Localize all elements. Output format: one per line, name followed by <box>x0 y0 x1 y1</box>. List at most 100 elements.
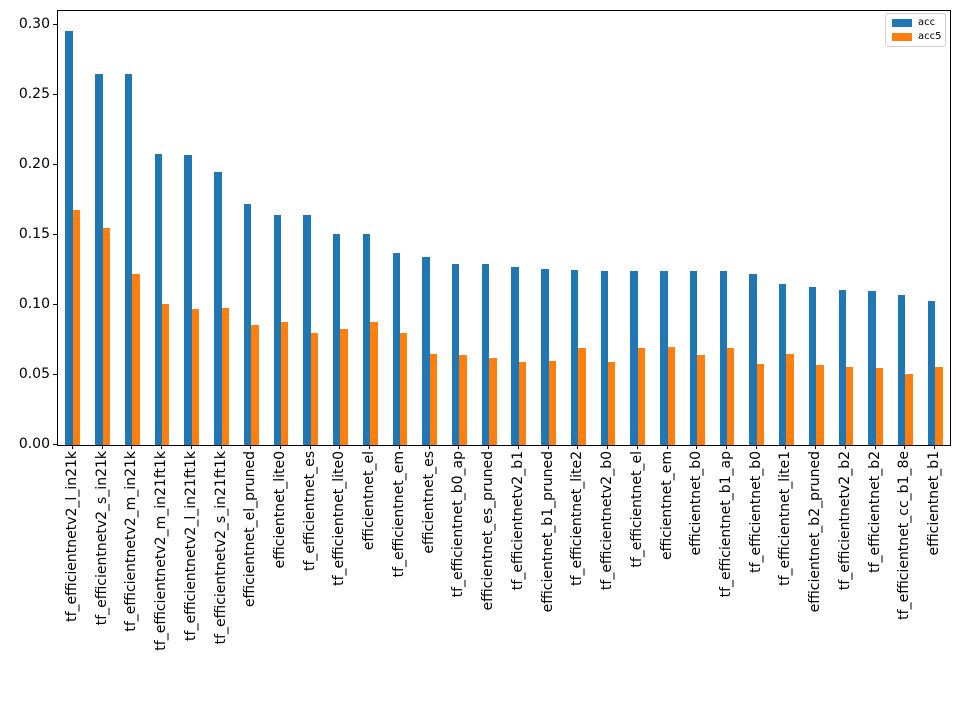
x-tick-mark <box>785 445 787 449</box>
bar-acc5-efficientnet_es_pruned <box>489 358 497 445</box>
bar-acc-tf_efficientnet_b0_ap <box>452 264 460 445</box>
bar-acc5-efficientnet_b1 <box>935 366 943 445</box>
legend: acc acc5 <box>885 13 946 47</box>
bar-acc-tf_efficientnetv2_m_in21k <box>124 74 133 445</box>
x-tick-mark <box>934 445 936 449</box>
bar-acc5-efficientnet_b0 <box>697 355 705 445</box>
legend-label: acc <box>918 17 936 28</box>
x-tick-mark <box>755 445 757 449</box>
bar-acc-efficientnet_b2_pruned <box>808 286 817 445</box>
bar-acc-tf_efficientnet_el <box>630 271 638 445</box>
x-tick-mark <box>726 445 727 449</box>
x-tick-label: tf_efficientnet_b0_ap <box>450 451 467 598</box>
x-tick-mark <box>517 445 519 449</box>
bar-acc5-tf_efficientnet_lite0 <box>340 328 348 445</box>
y-tick-mark <box>53 444 57 445</box>
bar-acc5-efficientnet_b1_pruned <box>548 361 556 445</box>
x-tick-label: tf_efficientnet_lite2 <box>569 451 586 586</box>
bar-acc-tf_efficientnet_em <box>392 253 400 445</box>
y-tick-label: 0.00 <box>18 436 50 452</box>
y-tick-label: 0.10 <box>18 296 50 312</box>
x-tick-label: tf_efficientnetv2_s_in21ft1k <box>212 451 229 645</box>
bar-acc-tf_efficientnetv2_m_in21ft1k <box>154 153 163 445</box>
y-tick-label: 0.30 <box>18 16 50 32</box>
bar-acc-tf_efficientnetv2_s_in21ft1k <box>214 172 222 445</box>
x-tick-label: tf_efficientnetv2_b0 <box>599 451 616 591</box>
x-tick-mark <box>904 445 906 449</box>
bar-acc5-tf_efficientnet_b2 <box>875 368 884 445</box>
y-tick-label: 0.25 <box>18 86 50 102</box>
bar-acc-tf_efficientnet_es <box>303 215 311 445</box>
x-tick-label: tf_efficientnetv2_b2 <box>836 451 853 591</box>
plot-area <box>57 10 951 446</box>
bar-acc-efficientnet_em <box>660 271 668 445</box>
x-tick-mark <box>309 445 311 449</box>
bar-acc5-tf_efficientnet_es <box>310 333 319 445</box>
x-tick-label: tf_efficientnet_b0 <box>747 451 764 573</box>
bar-acc5-tf_efficientnetv2_m_in21ft1k <box>162 303 170 445</box>
x-tick-mark <box>161 445 163 449</box>
x-tick-label: tf_efficientnet_el <box>628 451 645 568</box>
bar-acc5-tf_efficientnet_cc_b1_8e <box>905 373 913 445</box>
y-tick-mark <box>53 234 57 235</box>
x-tick-label: tf_efficientnet_b2 <box>866 451 883 573</box>
bar-acc-efficientnet_es <box>422 257 430 445</box>
x-tick-label: tf_efficientnetv2_s_in21k <box>93 451 110 626</box>
bar-acc5-efficientnet_es <box>429 354 438 445</box>
x-tick-label: efficientnet_es_pruned <box>480 451 497 611</box>
x-tick-label: efficientnet_em <box>658 451 675 560</box>
bar-acc5-efficientnet_b2_pruned <box>816 365 824 445</box>
x-tick-label: efficientnet_b0 <box>688 451 705 556</box>
bar-acc-efficientnet_b1_pruned <box>541 268 549 445</box>
x-tick-mark <box>577 445 579 449</box>
bar-acc5-tf_efficientnet_b0_ap <box>459 355 467 445</box>
bar-acc5-tf_efficientnet_el <box>637 348 646 445</box>
x-tick-label: tf_efficientnet_lite1 <box>777 451 794 586</box>
x-tick-mark <box>666 445 668 449</box>
y-tick-mark <box>53 94 57 95</box>
bar-acc-tf_efficientnet_lite2 <box>570 270 579 445</box>
bar-acc5-tf_efficientnet_b0 <box>756 363 765 445</box>
x-tick-mark <box>280 445 281 449</box>
x-tick-mark <box>220 445 222 449</box>
x-tick-label: efficientnet_el <box>361 451 378 551</box>
bar-acc5-tf_efficientnet_lite2 <box>578 348 586 445</box>
x-tick-label: efficientnet_lite0 <box>272 451 288 569</box>
bar-acc-efficientnet_lite0 <box>273 215 281 445</box>
legend-item-acc5: acc5 <box>892 31 942 42</box>
y-tick-label: 0.20 <box>18 156 50 172</box>
x-tick-label: tf_efficientnetv2_l_in21ft1k <box>182 451 199 641</box>
y-tick-mark <box>53 304 57 305</box>
bar-acc-tf_efficientnet_lite1 <box>779 284 787 445</box>
x-tick-mark <box>458 445 460 449</box>
x-tick-mark <box>369 445 371 449</box>
x-tick-label: efficientnet_b2_pruned <box>807 451 824 613</box>
bar-acc5-tf_efficientnetv2_l_in21k <box>72 209 81 445</box>
y-tick-mark <box>53 374 57 375</box>
x-tick-mark <box>71 445 73 449</box>
bar-acc5-efficientnet_em <box>667 347 675 445</box>
y-tick-mark <box>53 164 57 165</box>
x-tick-label: tf_efficientnetv2_m_in21ft1k <box>153 451 170 651</box>
bar-acc5-tf_efficientnetv2_b1 <box>518 362 527 445</box>
x-tick-label: tf_efficientnet_b1_ap <box>718 451 734 598</box>
legend-label: acc5 <box>918 31 942 42</box>
x-tick-mark <box>250 445 252 449</box>
bar-acc-tf_efficientnetv2_l_in21k <box>65 30 73 445</box>
bar-acc5-efficientnet_el <box>370 321 378 445</box>
bar-acc5-tf_efficientnet_b1_ap <box>727 348 735 445</box>
bar-acc5-tf_efficientnet_em <box>399 333 408 445</box>
x-tick-mark <box>696 445 698 449</box>
x-tick-mark <box>874 445 876 449</box>
bar-acc5-efficientnet_el_pruned <box>251 324 259 445</box>
legend-item-acc: acc <box>892 18 939 28</box>
bar-acc-tf_efficientnetv2_b0 <box>600 271 609 445</box>
x-tick-mark <box>131 445 133 449</box>
bar-acc5-tf_efficientnetv2_b2 <box>845 366 854 445</box>
x-tick-mark <box>190 445 192 449</box>
bar-acc-tf_efficientnetv2_l_in21ft1k <box>184 155 192 445</box>
y-tick-mark <box>53 24 57 25</box>
bar-acc-tf_efficientnet_b2 <box>868 291 876 445</box>
bar-acc-efficientnet_b1 <box>927 300 936 445</box>
